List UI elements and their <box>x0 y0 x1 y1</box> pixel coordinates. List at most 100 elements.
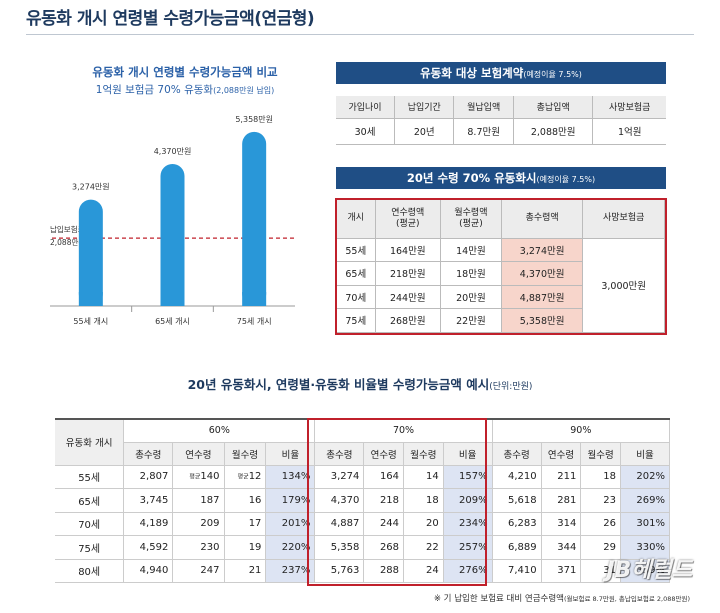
t3-age: 70세 <box>55 512 125 536</box>
bar-value-label: 3,274만원 <box>72 183 110 192</box>
t3-cell: 4,210 <box>492 465 542 489</box>
footnote-note: (월보험료 8.7만원, 총납입보험료 2,088만원) <box>563 595 690 603</box>
t3-cell: 14 <box>403 465 444 489</box>
t3-cell: 268 <box>363 535 405 560</box>
t3-cell: 314 <box>541 512 582 536</box>
t3-value: 2,807 <box>139 471 169 483</box>
bar-value-label: 5,358만원 <box>235 115 273 124</box>
t1-header: 총납입액 <box>513 96 594 119</box>
t3-cell: 16 <box>224 488 267 513</box>
page-title: 유동화 개시 연령별 수령가능금액(연금형) <box>26 9 315 29</box>
t3-cell: 218 <box>363 488 405 513</box>
t3-value: 288 <box>379 565 400 577</box>
t3-value: 157% <box>459 471 488 483</box>
t3-value: 75세 <box>78 543 101 555</box>
t2-cell: 3,274만원 <box>501 238 584 262</box>
t3-cell: 134% <box>265 465 316 489</box>
t3-value: 6,283 <box>508 518 537 530</box>
t3-cell: 23 <box>580 488 621 513</box>
t3-value: 237% <box>281 565 311 577</box>
bar-base <box>242 292 267 306</box>
t3-cell: 20 <box>403 512 444 536</box>
category-label: 65세 개시 <box>155 316 190 326</box>
t1-cell: 20년 <box>394 118 455 144</box>
t3-cell: 330% <box>620 535 671 560</box>
t3-cell: 187 <box>172 488 225 513</box>
t3-cell: 2,807 <box>123 465 174 489</box>
bar-value-label: 4,370만원 <box>154 147 192 156</box>
t3-cell: 4,940 <box>123 559 174 583</box>
t3-cell: 220% <box>265 535 316 560</box>
table-row: 80세 4,940 247 21 237% 5,763 288 24 276% 7,410 371 3… <box>55 559 671 583</box>
t1-cell: 30세 <box>336 118 396 144</box>
t3-cell: 201% <box>265 512 316 536</box>
t2-header: 월수령액 (평균) <box>440 200 502 239</box>
t2-death-benefit: 3,000만원 <box>582 238 665 333</box>
t3-value: 371 <box>557 565 577 577</box>
t3-cell: 5,358 <box>314 535 365 560</box>
t3-cell: 26 <box>580 512 621 536</box>
t3-corner: 유동화 개시 <box>55 419 125 466</box>
t3-cell: 269% <box>620 488 671 513</box>
t3-subheader: 월수령 <box>224 442 267 466</box>
footnote-main: ※ 기 납입한 보험료 대비 연금수령액 <box>433 594 564 604</box>
t2-banner-note: (예정이율 7.5%) <box>536 175 596 184</box>
t3-value: 22 <box>425 541 439 553</box>
table-row: 65세 218만원 18만원 4,370만원 <box>337 261 665 286</box>
t3-value: 4,189 <box>139 518 169 530</box>
t1-cell: 2,088만원 <box>513 118 594 144</box>
t3-cell: 234% <box>443 512 493 536</box>
t3-subheader: 비율 <box>265 442 316 466</box>
t1-banner-text: 유동화 대상 보험계약 <box>420 66 524 80</box>
t3-cell: 344 <box>541 535 582 560</box>
t3-value: 211 <box>557 471 577 483</box>
t2-cell: 5,358만원 <box>501 308 584 333</box>
t3-value: 209 <box>200 518 220 530</box>
table-row: 55세 2,807 평균140 평균12 134% 3,274 164 14 157% 4,210… <box>55 465 671 489</box>
t3-cell: 4,887 <box>314 512 365 536</box>
t3-value: 281 <box>557 494 577 506</box>
t3-title-note: (단위:만원) <box>489 382 533 392</box>
table-row: 55세 164만원 14만원 3,274만원 3,000만원 <box>337 238 665 333</box>
t3-cell: 평균12 <box>224 465 267 489</box>
t3-value: 359% <box>636 565 665 577</box>
t3-value: 201% <box>281 518 311 530</box>
t1-cell: 8.7만원 <box>453 118 514 144</box>
t3-mini-label: 평균 <box>189 473 201 481</box>
chart-title: 유동화 개시 연령별 수령가능금액 비교 <box>92 65 278 79</box>
watermark-logo: JB헤럴드 <box>606 558 692 583</box>
t3-cell: 247 <box>172 559 225 583</box>
t1-header: 가입나이 <box>336 96 396 119</box>
t3-cell: 5,618 <box>492 488 542 513</box>
t3-value: 24 <box>425 565 439 577</box>
t3-subheader: 연수령 <box>541 442 582 466</box>
t3-value: 134% <box>281 471 311 483</box>
t2-header: 총수령액 <box>501 200 584 239</box>
t3-cell: 24 <box>403 559 444 583</box>
t2-banner-text: 20년 수령 70% 유동화시 <box>406 171 537 185</box>
t3-cell: 209 <box>172 512 225 536</box>
table-row: 65세 3,745 187 16 179% 4,370 218 18 209% 5,618 281 2… <box>55 488 671 513</box>
t1-banner-note: (예정이율 7.5%) <box>523 70 582 79</box>
t3-value: 234% <box>459 518 488 530</box>
t3-value: 70세 <box>78 520 101 532</box>
t3-value: 23 <box>603 494 616 506</box>
t1-banner: 유동화 대상 보험계약(예정이율 7.5%) <box>336 62 666 84</box>
t2-cell: 14만원 <box>440 238 502 262</box>
t3-value: 16 <box>248 494 262 506</box>
t3-value: 65세 <box>78 496 101 508</box>
bar-base <box>78 292 103 306</box>
t3-subheader: 월수령 <box>580 442 621 466</box>
t2-cell: 218만원 <box>375 261 441 286</box>
t3-value: 29 <box>603 541 616 553</box>
t3-group-header: 60% <box>123 419 316 443</box>
t3-value: 268 <box>379 541 400 553</box>
chart-subtitle-main: 1억원 보험금 70% 유동화 <box>95 84 214 96</box>
title-divider <box>26 34 694 35</box>
t3-value: 4,887 <box>330 518 360 530</box>
t3-value: 220% <box>281 541 311 553</box>
t2-cell: 70세 <box>337 285 376 309</box>
t3-cell: 230 <box>172 535 225 560</box>
t3-cell: 164 <box>363 465 405 489</box>
t3-age: 55세 <box>55 465 125 489</box>
